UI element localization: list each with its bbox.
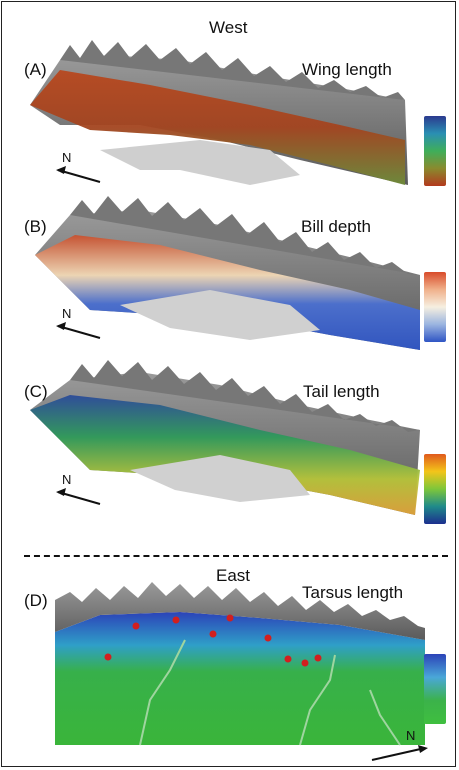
panel-d-letter: (D): [24, 591, 48, 610]
panel-c-terrain: [30, 360, 420, 515]
north-label-a: N: [62, 150, 72, 165]
panel-a-terrain: [30, 40, 408, 185]
north-arrow-a: [56, 166, 101, 183]
region-west-label: West: [209, 18, 248, 37]
north-arrow-b: [56, 322, 101, 339]
north-arrow-d: [371, 745, 428, 761]
panel-c-title: Tail length: [303, 382, 380, 401]
panel-a-title: Wing length: [302, 60, 392, 79]
panel-c-letter: (C): [24, 382, 48, 401]
panel-b-colorbar: [424, 272, 446, 342]
region-east-label: East: [216, 566, 251, 585]
north-label-d: N: [406, 728, 416, 743]
panel-a-colorbar: [424, 116, 446, 186]
panel-d-title: Tarsus length: [302, 583, 404, 602]
north-arrow-c: [56, 488, 101, 505]
panel-c-colorbar: [424, 454, 446, 524]
panel-b-letter: (B): [24, 217, 47, 236]
north-label-b: N: [62, 306, 72, 321]
panel-d-colorbar: [424, 654, 446, 724]
divider-dashed: [24, 555, 448, 557]
north-label-c: N: [62, 472, 72, 487]
panel-d-terrain: [55, 582, 425, 746]
panel-b-terrain: [35, 196, 420, 350]
panel-a-letter: (A): [24, 60, 47, 79]
panel-b-title: Bill depth: [301, 217, 371, 236]
